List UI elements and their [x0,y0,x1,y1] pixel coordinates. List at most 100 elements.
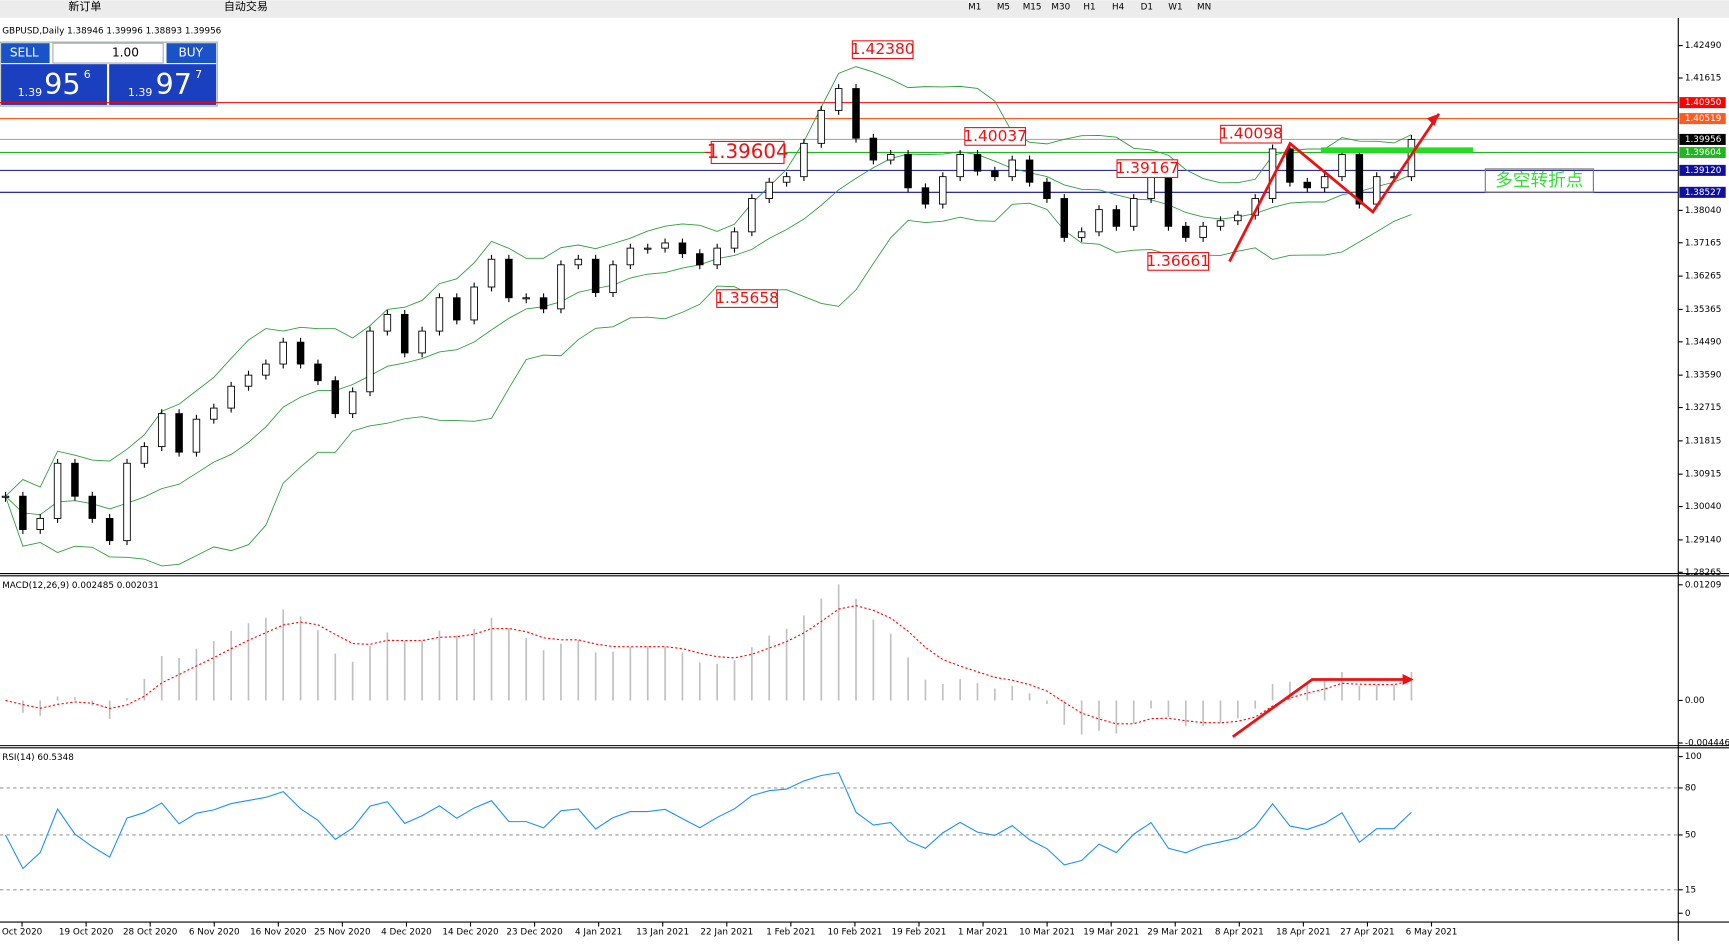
level-label-bg [1679,113,1726,125]
buy-button[interactable] [166,43,217,64]
candle [140,446,149,464]
y-tick-label: 80 [1685,783,1697,793]
candle [1216,220,1225,227]
candle [782,176,791,183]
trend-arrow [1228,113,1441,263]
x-tick-label: 10 Mar 2021 [1019,927,1075,937]
y-tick-label: 1.28265 [1685,568,1721,578]
annotation: 多空转折点 [1495,170,1583,191]
ask-box[interactable] [109,64,217,105]
candle [1112,209,1121,227]
price-label-box [1116,159,1179,179]
level-label: 1.39956 [1685,135,1722,145]
level-label-bg [1679,133,1726,145]
toolbar [0,0,1729,18]
y-tick-label: 1.32715 [1685,403,1721,413]
price-label-box [716,289,778,308]
candle [53,462,62,519]
candle [713,247,721,266]
buy-label[interactable]: BUY [178,46,203,60]
sell-label[interactable]: SELL [10,46,39,60]
y-tick-label: 1.35365 [1685,305,1721,315]
candle [175,413,183,453]
level-label-bg [1679,97,1726,109]
x-tick-label: 16 Nov 2020 [250,927,307,937]
y-tick-label: 1.31815 [1685,436,1721,446]
price-label: 1.36661 [1146,252,1210,270]
candle [886,154,895,161]
candle [1147,176,1155,199]
rsi-line [5,772,1412,870]
y-tick-label: 15 [1685,885,1696,895]
candle [383,313,392,332]
x-tick-label: 10 Feb 2021 [827,927,882,937]
candle [105,517,114,542]
x-tick-label: 19 Feb 2021 [892,927,947,937]
bid-small: 6 [84,68,91,81]
candle [522,297,530,300]
lots-value[interactable]: 1.00 [112,46,139,60]
candle [956,154,964,178]
candle [1320,176,1329,189]
candle [210,407,218,420]
candle [1025,159,1034,183]
candle [730,231,739,249]
y-tick-label: -0.004446 [1685,738,1729,748]
candle [227,385,235,409]
candle [539,297,548,310]
candle [279,341,287,365]
timeframe-button[interactable]: H4 [1112,2,1125,12]
bid-box[interactable] [1,64,107,105]
x-tick-label: 19 Mar 2021 [1083,927,1139,937]
candle [904,154,912,189]
sell-button[interactable] [1,43,50,64]
candle [1043,181,1051,199]
candle [1060,198,1069,238]
arrow-head [1426,113,1439,126]
price-label: 1.40037 [963,127,1027,145]
candle [1182,225,1190,238]
y-tick-label: 1.34490 [1685,337,1722,347]
y-tick-label: 1.42490 [1685,41,1722,51]
candle [1129,198,1138,227]
y-tick-label: 1.37165 [1685,238,1721,248]
x-tick-label: 28 Oct 2020 [123,927,178,937]
x-tick-label: 25 Nov 2020 [314,927,371,937]
macd-title: MACD(12,26,9) 0.002485 0.002031 [2,581,159,591]
timeframe-button[interactable]: H1 [1083,2,1095,12]
candle [192,418,201,453]
x-tick-label: 27 Apr 2021 [1340,927,1395,937]
timeframe-button[interactable]: M5 [997,2,1010,12]
candle [262,363,270,376]
candle [609,264,617,294]
lots-field[interactable] [52,42,164,64]
timeframe-button[interactable]: M1 [968,2,981,12]
x-tick-label: 1 Mar 2021 [958,927,1008,937]
level-label: 1.40950 [1685,98,1722,108]
level-label: 1.38527 [1685,188,1721,198]
timeframe-button[interactable]: M15 [1023,2,1042,12]
y-tick-label: 1.36265 [1685,272,1721,282]
level-label: 1.40519 [1685,114,1721,124]
candle [748,198,756,233]
x-tick-label: 6 Nov 2020 [189,927,240,937]
timeframe-button[interactable]: D1 [1141,2,1153,12]
auto-trade-button[interactable]: 自动交易 [224,0,268,13]
candle [939,176,947,205]
annotation-box [1484,168,1594,193]
y-tick-label: 50 [1685,830,1697,840]
candle [661,242,669,249]
candle [88,495,97,519]
candle [591,258,600,294]
candle [348,391,357,415]
new-order-button[interactable]: 新订单 [68,0,101,13]
timeframe-button[interactable]: MN [1197,2,1211,12]
timeframe-button[interactable]: W1 [1168,2,1182,12]
x-tick-label: 13 Jan 2021 [636,927,689,937]
candle [19,495,27,530]
candle [1008,159,1016,178]
x-tick-label: 4 Jan 2021 [575,927,622,937]
price-label-box [964,127,1027,146]
price-label: 1.39167 [1115,159,1179,177]
timeframe-button[interactable]: M30 [1051,2,1070,12]
